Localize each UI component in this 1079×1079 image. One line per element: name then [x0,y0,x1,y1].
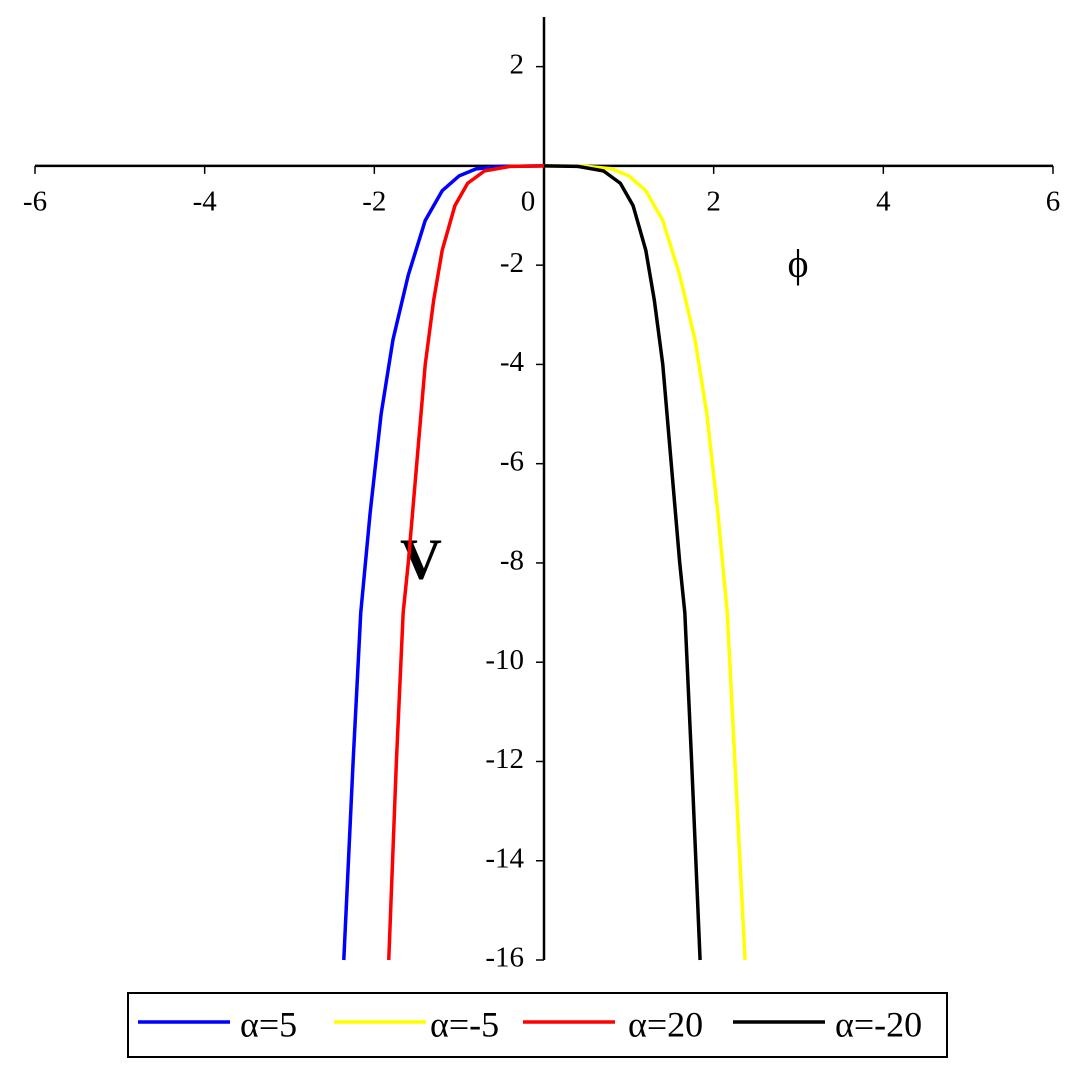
legend-label: α=5 [240,1004,297,1044]
y-tick-label: -8 [500,545,524,577]
curve [342,164,545,961]
y-tick-label: -14 [485,842,524,874]
legend-label: α=-20 [835,1004,922,1044]
y-tick-label: -4 [500,346,525,378]
x-axis-label: ϕ [787,241,808,286]
x-tick-label: -2 [362,186,386,218]
x-tick-label: -4 [193,186,218,218]
y-tick-label: -2 [500,247,524,279]
x-tick-label: 4 [876,186,891,218]
x-tick-label: -6 [23,186,47,218]
x-tick-label: 6 [1046,186,1061,218]
curve [543,164,702,961]
y-tick-label: -16 [485,942,524,974]
y-tick-label: 2 [510,48,525,80]
y-tick-label: -10 [485,644,524,676]
y-tick-label: -12 [485,743,524,775]
legend-box [127,992,948,1058]
legend-label: α=20 [628,1004,703,1044]
x-tick-label: 2 [706,186,721,218]
curve [543,164,747,961]
legend-label: α=-5 [430,1004,499,1044]
x-tick-label: 0 [521,186,536,218]
curve [387,164,545,961]
y-tick-label: -6 [500,445,524,477]
